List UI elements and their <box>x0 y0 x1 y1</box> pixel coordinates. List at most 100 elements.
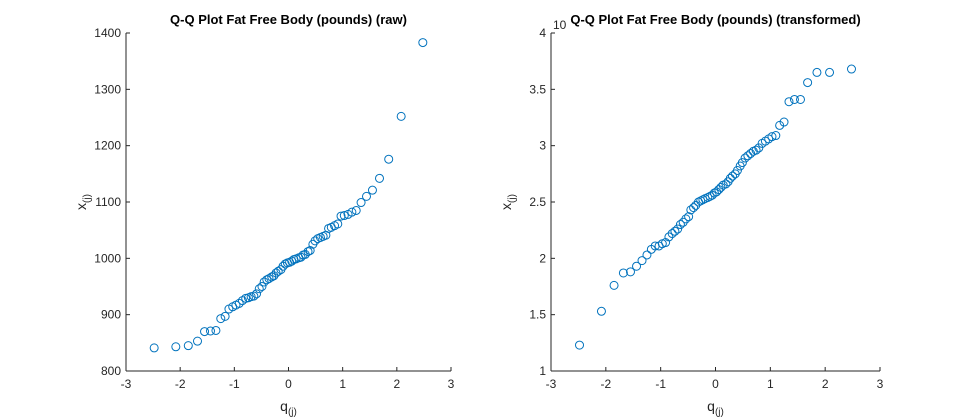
data-point <box>637 256 647 266</box>
data-point <box>257 282 267 291</box>
data-point <box>206 326 215 336</box>
data-point <box>812 67 822 77</box>
data-point <box>200 327 210 337</box>
data-point <box>767 132 777 142</box>
y-tick-label: 1.5 <box>529 308 546 322</box>
y-tick-label: 2.5 <box>529 195 546 209</box>
data-point <box>698 195 708 205</box>
data-point <box>220 311 230 321</box>
x-axis-label-subscript: (j) <box>715 407 724 418</box>
data-point <box>784 97 794 107</box>
data-point <box>681 214 691 224</box>
x-tick-label: 2 <box>822 377 829 391</box>
x-tick-label: -2 <box>175 377 186 391</box>
data-point <box>626 267 636 277</box>
data-point <box>287 256 297 266</box>
data-point <box>754 143 764 153</box>
data-point <box>305 245 315 255</box>
qq-plot-transformed: -3 -2 -1 0 1 2 3 1 1.5 2 2.5 3 3.5 4 10 Q-Q Plot Fat Fr… <box>498 12 884 418</box>
data-point <box>254 284 264 294</box>
data-point <box>234 298 244 308</box>
x-axis-label-main: q <box>280 398 288 414</box>
data-point <box>789 94 799 104</box>
x-tick-label: 2 <box>393 377 400 391</box>
data-point <box>339 211 349 221</box>
chart-title: Q-Q Plot Fat Free Body (pounds) (raw) <box>170 12 407 27</box>
data-point <box>273 266 283 276</box>
data-point <box>216 314 226 324</box>
x-tick-label: -2 <box>600 377 611 391</box>
qq-plot-raw: -3 -2 -1 0 1 2 3 800 900 1000 1100 1200 1300 1400 Q-Q … <box>73 12 455 418</box>
data-point <box>347 207 357 217</box>
data-point <box>716 182 726 192</box>
data-point <box>728 171 737 181</box>
data-point <box>596 306 606 316</box>
data-point <box>846 64 856 74</box>
data-point <box>703 192 713 202</box>
data-point <box>751 145 761 155</box>
y-tick-label: 3 <box>539 139 546 153</box>
data-point <box>743 151 753 161</box>
y-tick-label: 1100 <box>95 195 121 209</box>
y-axis-label-main: x <box>73 203 89 210</box>
data-point <box>825 67 835 77</box>
y-axis-label-subscript: (j) <box>507 194 518 203</box>
data-point <box>795 94 805 104</box>
x-axis-label: q(j) <box>280 398 297 418</box>
data-point <box>689 203 699 213</box>
data-point <box>351 205 361 215</box>
data-point <box>667 229 677 239</box>
data-point <box>670 226 680 236</box>
data-point <box>609 280 619 290</box>
x-tick-label: -3 <box>546 377 557 391</box>
data-point <box>396 111 406 121</box>
y-tick-label: 1200 <box>94 139 121 153</box>
x-tick-label: 0 <box>712 377 719 391</box>
data-point <box>193 336 202 346</box>
data-point <box>721 179 731 189</box>
data-point <box>259 277 269 287</box>
data-point <box>183 341 193 351</box>
x-tick-label: 3 <box>448 377 455 391</box>
data-point <box>737 158 747 168</box>
y-axis-label: x(j) <box>498 194 518 210</box>
y-exponent-label: 10 <box>553 18 567 32</box>
data-point <box>664 232 674 242</box>
y-tick-label: 2 <box>539 251 546 265</box>
x-tick-label: -1 <box>229 377 240 391</box>
x-tick-label: 0 <box>285 377 292 391</box>
data-point <box>771 131 781 141</box>
data-point <box>803 78 813 88</box>
data-point <box>673 224 683 234</box>
data-point <box>333 219 343 229</box>
data-point <box>575 340 585 350</box>
data-point <box>249 291 259 301</box>
y-tick-label: 1 <box>539 364 546 378</box>
x-tick-label: 1 <box>339 377 346 391</box>
y-axis-label-main: x <box>498 203 514 210</box>
data-point <box>252 289 262 299</box>
x-axis-label: q(j) <box>707 398 724 418</box>
data-point <box>618 268 628 278</box>
data-point <box>149 343 159 353</box>
y-tick-label: 3.5 <box>529 82 546 96</box>
y-axis-label-subscript: (j) <box>82 194 93 203</box>
data-point <box>262 275 272 285</box>
data-point <box>632 261 642 271</box>
data-point <box>303 247 313 257</box>
data-point <box>686 205 696 215</box>
y-axis-label: x(j) <box>73 194 93 210</box>
data-point <box>375 173 384 183</box>
data-point <box>384 154 394 164</box>
y-tick-label: 1000 <box>94 251 121 265</box>
y-tick-label: 4 <box>539 26 546 40</box>
data-point <box>418 38 428 48</box>
data-point <box>271 268 281 278</box>
data-point <box>211 325 221 335</box>
data-point <box>362 191 371 201</box>
y-tick-label: 1300 <box>94 82 121 96</box>
x-axis-label-subscript: (j) <box>288 407 297 418</box>
y-tick-label: 1400 <box>94 26 121 40</box>
data-point <box>725 173 735 183</box>
